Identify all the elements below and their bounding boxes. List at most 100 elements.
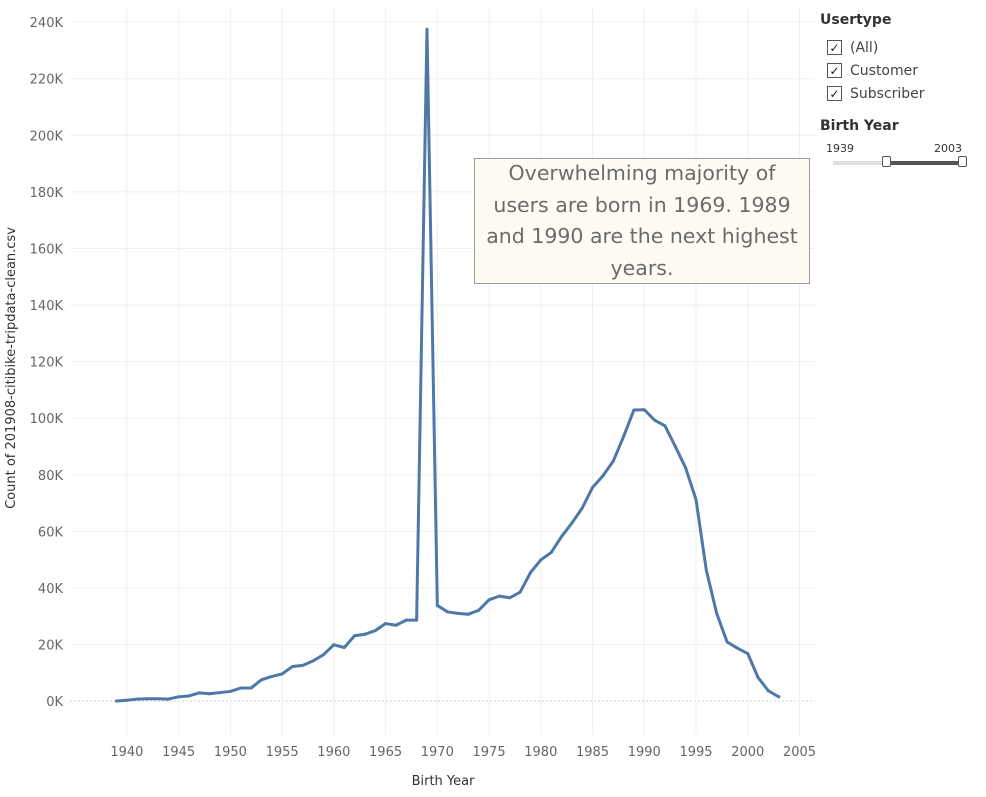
data-point[interactable] [735,646,739,650]
data-point[interactable] [777,695,781,699]
data-point[interactable] [611,459,615,463]
usertype-option-all[interactable]: ✓ (All) [827,36,980,59]
data-point[interactable] [332,643,336,647]
data-point[interactable] [580,506,584,510]
usertype-option-customer[interactable]: ✓ Customer [827,59,980,82]
data-point[interactable] [218,691,222,695]
data-point[interactable] [177,695,181,699]
data-point[interactable] [487,598,491,602]
checkbox-customer[interactable]: ✓ [827,63,842,78]
data-point[interactable] [156,697,160,701]
data-point[interactable] [642,408,646,412]
data-point[interactable] [435,603,439,607]
data-point[interactable] [559,535,563,539]
data-point[interactable] [684,466,688,470]
check-icon: ✓ [829,86,840,101]
data-point[interactable] [456,611,460,615]
birth-year-filter-title: Birth Year [820,118,899,134]
data-point[interactable] [508,596,512,600]
data-point[interactable] [228,689,232,693]
data-point[interactable] [301,663,305,667]
y-tick-label: 80K [38,469,64,484]
data-point[interactable] [166,697,170,701]
x-tick-label: 1955 [266,745,299,760]
data-point[interactable] [528,571,532,575]
data-point[interactable] [746,652,750,656]
x-tick-label: 1965 [369,745,402,760]
data-point[interactable] [415,618,419,622]
y-tick-label: 160K [30,242,64,257]
y-tick-label: 120K [30,356,64,371]
data-point[interactable] [632,408,636,412]
x-tick-label: 1980 [524,745,557,760]
data-point[interactable] [135,697,139,701]
birth-year-min-handle[interactable] [882,156,891,167]
data-point[interactable] [539,558,543,562]
y-tick-label: 40K [38,582,64,597]
data-point[interactable] [766,689,770,693]
usertype-option-subscriber[interactable]: ✓ Subscriber [827,82,980,105]
data-point[interactable] [311,659,315,663]
y-tick-label: 240K [30,16,64,31]
data-point[interactable] [125,698,129,702]
y-axis-title: Count of 201908-citibike-tripdata-clean.… [4,227,19,509]
data-point[interactable] [197,691,201,695]
data-point[interactable] [259,678,263,682]
data-point[interactable] [591,485,595,489]
data-point[interactable] [570,521,574,525]
birth-year-max-handle[interactable] [958,156,967,167]
data-point[interactable] [663,424,667,428]
checkbox-all[interactable]: ✓ [827,40,842,55]
data-point[interactable] [249,686,253,690]
y-tick-label: 200K [30,129,64,144]
data-point[interactable] [187,694,191,698]
data-point[interactable] [549,551,553,555]
data-point[interactable] [363,632,367,636]
data-point[interactable] [725,640,729,644]
birth-year-slider-range [886,161,963,165]
data-point[interactable] [694,498,698,502]
checkbox-subscriber[interactable]: ✓ [827,86,842,101]
data-point[interactable] [477,608,481,612]
x-axis-title: Birth Year [412,774,476,789]
data-point[interactable] [518,590,522,594]
birth-year-filter: Birth Year 1939 2003 [820,118,980,167]
series-line[interactable] [115,27,781,703]
data-point[interactable] [466,612,470,616]
data-point[interactable] [353,634,357,638]
data-point[interactable] [653,418,657,422]
x-tick-label: 1945 [162,745,195,760]
data-point[interactable] [208,692,212,696]
y-tick-label: 20K [38,638,64,653]
data-point[interactable] [704,568,708,572]
data-point[interactable] [756,676,760,680]
data-point[interactable] [601,474,605,478]
data-point[interactable] [446,610,450,614]
y-tick-label: 180K [30,186,64,201]
data-point[interactable] [322,653,326,657]
data-point[interactable] [715,611,719,615]
data-point[interactable] [290,665,294,669]
data-point[interactable] [280,672,284,676]
data-point[interactable] [373,629,377,633]
data-point[interactable] [239,686,243,690]
data-point[interactable] [115,699,119,703]
data-point[interactable] [673,444,677,448]
series-points [115,27,781,703]
data-point[interactable] [497,594,501,598]
data-point[interactable] [146,697,150,701]
x-tick-label: 1950 [214,745,247,760]
data-point[interactable] [342,646,346,650]
data-point[interactable] [425,27,429,31]
data-point[interactable] [404,618,408,622]
data-point[interactable] [384,622,388,626]
usertype-option-label: (All) [850,39,879,56]
gridlines [70,8,815,735]
data-point[interactable] [270,674,274,678]
x-tick-label: 2005 [783,745,816,760]
x-tick-label: 1985 [576,745,609,760]
y-axis-tick-labels: 0K 20K 40K 60K 80K 100K 120K 140K 160K 180K 200K 22… [30,16,64,710]
data-point[interactable] [622,435,626,439]
birth-year-min-value: 1939 [826,142,854,155]
data-point[interactable] [394,623,398,627]
